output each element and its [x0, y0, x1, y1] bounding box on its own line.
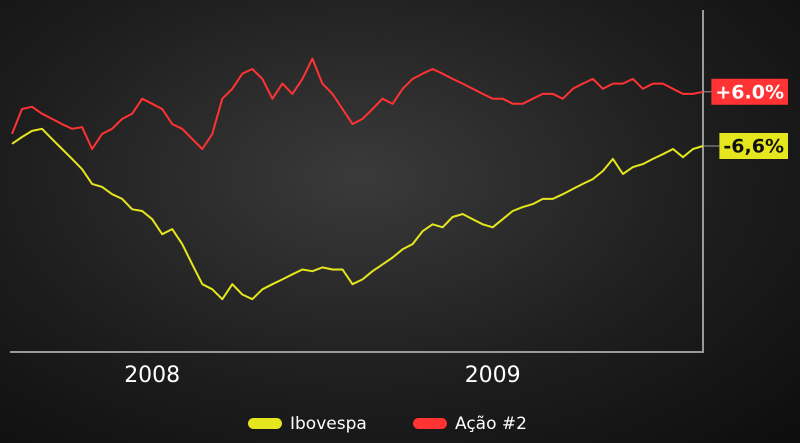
end-label: +6.0%: [703, 78, 788, 105]
end-label-box: [719, 133, 788, 159]
legend-label: Ibovespa: [290, 414, 367, 434]
end-label-box: [711, 78, 788, 105]
legend-swatch: [413, 418, 447, 429]
end-label-text: -6,6%: [723, 136, 784, 158]
series-line: [11, 57, 704, 150]
legend-swatch: [248, 418, 282, 429]
series-line: [11, 127, 704, 301]
legend-label: Ação #2: [455, 414, 527, 434]
x-tick-label: 2008: [124, 363, 180, 388]
end-label: -6,6%: [703, 133, 788, 159]
x-tick-label: 2009: [465, 363, 521, 388]
end-label-text: +6.0%: [715, 81, 784, 103]
